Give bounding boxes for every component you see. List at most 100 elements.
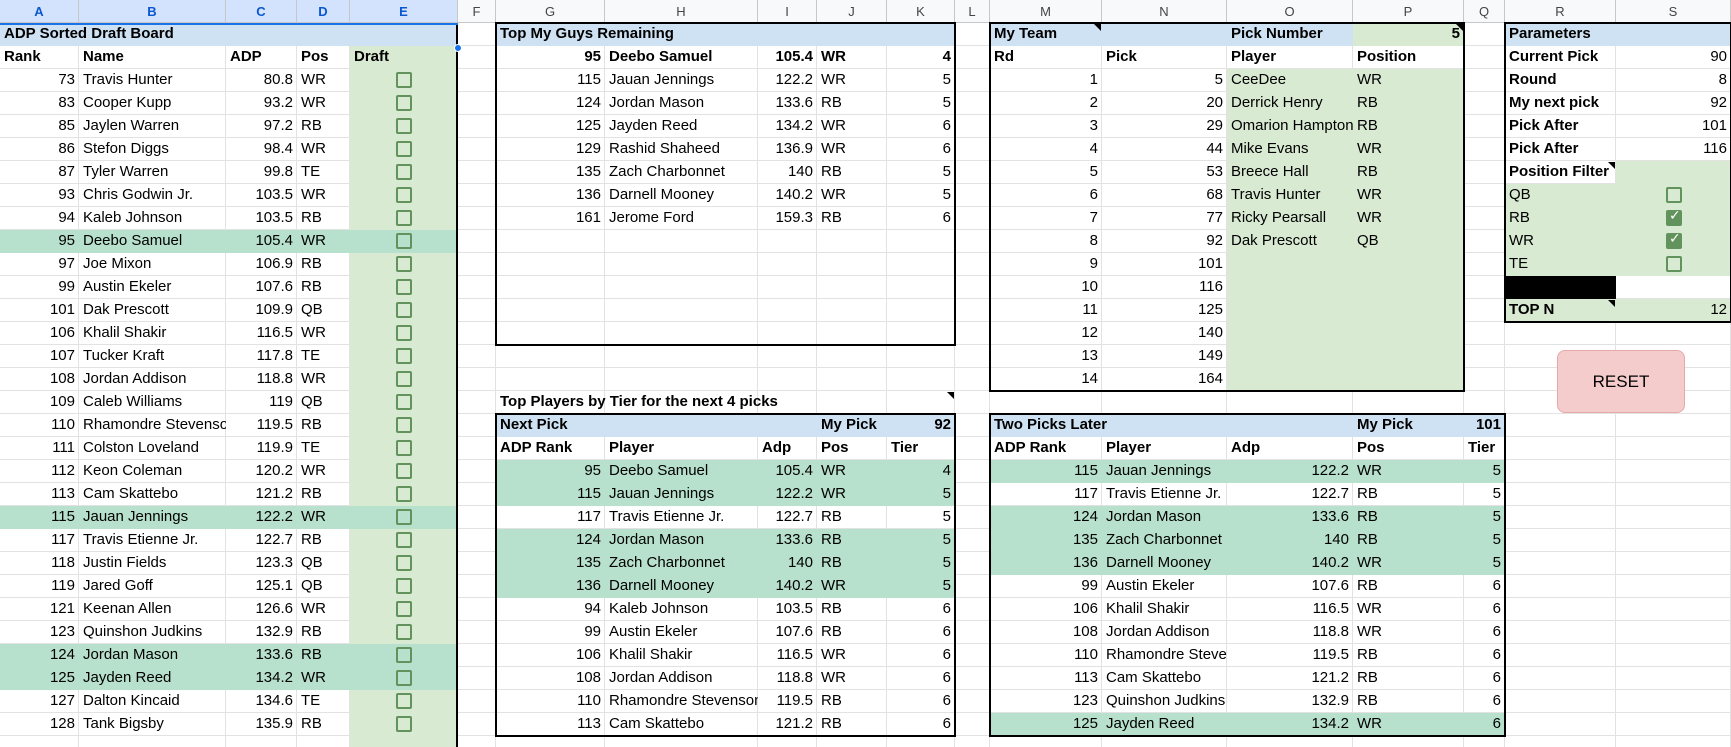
draft-checkbox[interactable] bbox=[396, 118, 412, 134]
my-team-position[interactable] bbox=[1353, 322, 1464, 345]
two-picks-later-header[interactable]: Adp bbox=[1231, 439, 1261, 456]
column-header-h[interactable]: H bbox=[605, 0, 758, 23]
top-guys-name[interactable]: Deebo Samuel bbox=[609, 48, 713, 65]
two-picks-later-tier[interactable]: 6 bbox=[1492, 577, 1501, 594]
two-picks-later-tier[interactable]: 6 bbox=[1492, 600, 1501, 617]
next-pick-rank[interactable]: 124 bbox=[575, 531, 601, 548]
draft-adp[interactable]: 134.2 bbox=[255, 669, 293, 686]
two-picks-later-player[interactable]: Jordan Mason bbox=[1106, 508, 1202, 525]
draft-position[interactable]: WR bbox=[301, 324, 326, 341]
draft-checkbox[interactable] bbox=[396, 532, 412, 548]
next-pick-rank[interactable]: 136 bbox=[575, 577, 601, 594]
two-picks-later-rank[interactable]: 99 bbox=[1081, 577, 1098, 594]
draft-player-name[interactable]: Chris Godwin Jr. bbox=[83, 186, 194, 203]
two-picks-later-adp[interactable]: 140 bbox=[1323, 531, 1349, 548]
draft-board-header[interactable]: Pos bbox=[301, 48, 329, 65]
draft-position[interactable]: WR bbox=[301, 71, 326, 88]
next-pick-rank[interactable]: 110 bbox=[577, 692, 601, 709]
draft-adp[interactable]: 118.8 bbox=[256, 370, 293, 387]
draft-checkbox[interactable] bbox=[396, 486, 412, 502]
column-header-o[interactable]: O bbox=[1227, 0, 1353, 23]
draft-position[interactable]: RB bbox=[301, 416, 322, 433]
next-pick-adp[interactable]: 116.5 bbox=[776, 646, 813, 663]
my-team-player[interactable] bbox=[1227, 322, 1353, 345]
draft-player-name[interactable]: Keon Coleman bbox=[83, 462, 183, 479]
two-picks-later-player[interactable]: Khalil Shakir bbox=[1106, 600, 1190, 617]
draft-checkbox[interactable] bbox=[396, 279, 412, 295]
two-picks-later-player[interactable]: Cam Skattebo bbox=[1106, 669, 1202, 686]
next-pick-tier[interactable]: 6 bbox=[942, 715, 951, 732]
my-team-position[interactable]: WR bbox=[1357, 186, 1382, 203]
draft-checkbox[interactable] bbox=[396, 371, 412, 387]
top-guys-name[interactable]: Jordan Mason bbox=[609, 94, 705, 111]
draft-rank[interactable]: 109 bbox=[49, 393, 75, 410]
my-team-position[interactable] bbox=[1353, 276, 1464, 299]
my-team-player[interactable] bbox=[1227, 345, 1353, 368]
my-team-round[interactable]: 2 bbox=[1089, 94, 1098, 111]
my-team-player[interactable] bbox=[1227, 368, 1353, 391]
draft-checkbox[interactable] bbox=[396, 233, 412, 249]
my-team-pick[interactable]: 164 bbox=[1197, 370, 1223, 387]
my-team-pick[interactable]: 44 bbox=[1206, 140, 1223, 157]
column-header-j[interactable]: J bbox=[817, 0, 887, 23]
top-guys-name[interactable]: Darnell Mooney bbox=[609, 186, 715, 203]
draft-player-name[interactable]: Tucker Kraft bbox=[83, 347, 165, 364]
draft-adp[interactable]: 133.6 bbox=[255, 646, 293, 663]
draft-rank[interactable]: 106 bbox=[49, 324, 75, 341]
two-picks-later-rank[interactable]: 106 bbox=[1072, 600, 1098, 617]
draft-adp[interactable]: 119 bbox=[269, 393, 293, 410]
top-guys-adp[interactable]: 105.4 bbox=[775, 48, 813, 65]
next-pick-player[interactable]: Jauan Jennings bbox=[609, 485, 715, 502]
column-header-q[interactable]: Q bbox=[1464, 0, 1505, 23]
next-pick-header[interactable]: Player bbox=[609, 439, 655, 456]
draft-checkbox[interactable] bbox=[396, 555, 412, 571]
filter-checkbox-te[interactable] bbox=[1666, 256, 1682, 272]
my-team-player[interactable]: CeeDee bbox=[1231, 71, 1287, 88]
next-pick-adp[interactable]: 133.6 bbox=[775, 531, 813, 548]
two-picks-later-player[interactable]: Darnell Mooney bbox=[1106, 554, 1212, 571]
two-picks-later-rank[interactable]: 110 bbox=[1074, 646, 1098, 663]
draft-player-name[interactable]: Dalton Kincaid bbox=[83, 692, 180, 709]
my-team-player[interactable]: Travis Hunter bbox=[1231, 186, 1321, 203]
two-picks-later-tier[interactable]: 5 bbox=[1492, 462, 1501, 479]
parameters-title[interactable]: Parameters bbox=[1509, 25, 1591, 42]
parameter-value[interactable]: 8 bbox=[1718, 71, 1727, 88]
top-guys-position[interactable]: WR bbox=[821, 140, 846, 157]
draft-adp[interactable]: 103.5 bbox=[255, 209, 293, 226]
draft-position[interactable]: RB bbox=[301, 278, 322, 295]
two-picks-later-rank[interactable]: 135 bbox=[1072, 531, 1098, 548]
parameter-label[interactable]: Pick After bbox=[1509, 140, 1579, 157]
draft-position[interactable]: TE bbox=[301, 439, 321, 456]
next-pick-player[interactable]: Austin Ekeler bbox=[609, 623, 698, 640]
next-pick-tier[interactable]: 6 bbox=[942, 669, 951, 686]
draft-checkbox[interactable] bbox=[396, 210, 412, 226]
draft-position[interactable]: RB bbox=[301, 485, 322, 502]
two-picks-later-position[interactable]: WR bbox=[1357, 462, 1382, 479]
draft-player-name[interactable]: Colston Loveland bbox=[83, 439, 199, 456]
my-team-header[interactable]: Position bbox=[1357, 48, 1417, 65]
top-guys-position[interactable]: WR bbox=[821, 117, 846, 134]
next-pick-position[interactable]: RB bbox=[821, 623, 842, 640]
top-guys-tier[interactable]: 5 bbox=[942, 94, 951, 111]
draft-position[interactable]: WR bbox=[301, 94, 326, 111]
next-pick-rank[interactable]: 113 bbox=[577, 715, 601, 732]
draft-rank[interactable]: 121 bbox=[49, 600, 75, 617]
draft-player-name[interactable]: Justin Fields bbox=[83, 554, 167, 571]
draft-player-name[interactable]: Tyler Warren bbox=[83, 163, 169, 180]
draft-rank[interactable]: 93 bbox=[58, 186, 75, 203]
next-pick-rank[interactable]: 94 bbox=[584, 600, 601, 617]
filter-checkbox-rb[interactable] bbox=[1666, 208, 1682, 226]
next-pick-my-pick-label[interactable]: My Pick bbox=[821, 416, 877, 433]
draft-adp[interactable]: 107.6 bbox=[255, 278, 293, 295]
draft-position[interactable]: QB bbox=[301, 554, 323, 571]
next-pick-tier[interactable]: 5 bbox=[942, 508, 951, 525]
draft-adp[interactable]: 134.6 bbox=[255, 692, 293, 709]
two-picks-later-player[interactable]: Jauan Jennings bbox=[1106, 462, 1212, 479]
draft-player-name[interactable]: Keenan Allen bbox=[83, 600, 172, 617]
top-guys-rank[interactable]: 115 bbox=[577, 71, 601, 88]
draft-board-header[interactable]: Rank bbox=[4, 48, 41, 65]
next-pick-adp[interactable]: 118.8 bbox=[776, 669, 813, 686]
draft-adp[interactable]: 122.2 bbox=[255, 508, 293, 525]
next-pick-position[interactable]: RB bbox=[821, 692, 842, 709]
my-team-round[interactable]: 5 bbox=[1089, 163, 1098, 180]
